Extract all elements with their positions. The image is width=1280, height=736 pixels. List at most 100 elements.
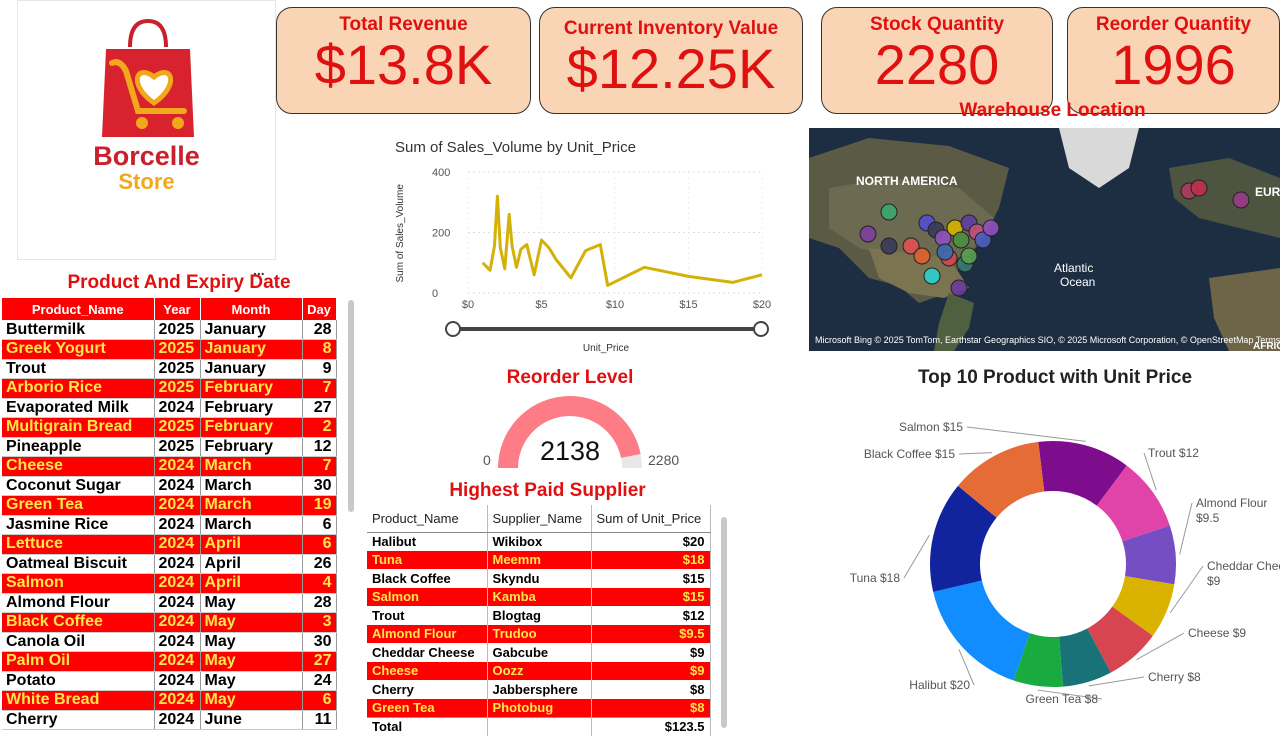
warehouse-marker[interactable] — [982, 219, 1000, 237]
warehouse-marker[interactable] — [902, 237, 920, 255]
cell-month: May — [200, 612, 303, 633]
column-header-price[interactable]: Sum of Unit_Price — [591, 505, 711, 533]
table-row[interactable]: Canola Oil 2024 May 30 — [2, 632, 337, 652]
cell-day: 28 — [302, 320, 337, 340]
table-row[interactable]: Tuna Meemm $18 — [367, 550, 711, 569]
table-row[interactable]: Cheese 2024 March 7 — [2, 456, 337, 477]
table-row[interactable]: Buttermilk 2025 January 28 — [2, 320, 337, 340]
table-row[interactable]: Trout Blogtag $12 — [367, 606, 711, 625]
table-row[interactable]: Almond Flour Trudoo $9.5 — [367, 624, 711, 643]
cell-product: Potato — [2, 671, 155, 691]
table-row[interactable]: Evaporated Milk 2024 February 27 — [2, 398, 337, 418]
donut-slice[interactable] — [1112, 576, 1175, 636]
kpi-label: Reorder Quantity — [1095, 14, 1252, 35]
table-row[interactable]: Green Tea Photobug $8 — [367, 698, 711, 717]
warehouse-marker[interactable] — [952, 231, 970, 249]
warehouse-marker[interactable] — [1190, 179, 1208, 197]
cell-price: $20 — [591, 532, 711, 551]
column-header-supplier[interactable]: Supplier_Name — [487, 505, 592, 533]
warehouse-marker[interactable] — [1232, 191, 1250, 209]
leader-line — [903, 534, 930, 579]
x-axis-label: Unit_Price — [583, 343, 630, 354]
map-label-north-america: NORTH AMERICA — [856, 174, 958, 188]
table-row[interactable]: Black Coffee Skyndu $15 — [367, 569, 711, 588]
warehouse-marker[interactable] — [936, 243, 954, 261]
donut-slice[interactable] — [933, 580, 1030, 681]
range-slider-max-handle[interactable] — [753, 321, 769, 337]
table-row[interactable]: Cherry 2024 June 11 — [2, 710, 337, 730]
supplier-table-scrollbar[interactable] — [721, 517, 727, 728]
table-row[interactable]: Palm Oil 2024 May 27 — [2, 651, 337, 672]
donut-slice[interactable] — [1013, 633, 1064, 687]
cell-month: May — [200, 593, 303, 613]
reorder-gauge — [498, 396, 642, 468]
gauge-value: 2138 — [539, 436, 601, 466]
cell-price: $9 — [591, 643, 711, 662]
cell-day: 27 — [302, 651, 337, 672]
slice-label: $9.5 — [1196, 511, 1220, 525]
brand-subname: Store — [118, 169, 175, 194]
table-row[interactable]: Pineapple 2025 February 12 — [2, 437, 337, 457]
cell-supplier: Jabbersphere — [487, 680, 592, 699]
donut-slice[interactable] — [1087, 606, 1153, 673]
warehouse-markers[interactable] — [809, 128, 1280, 351]
line-chart-title: Sum of Sales_Volume by Unit_Price — [395, 139, 636, 156]
warehouse-marker[interactable] — [960, 247, 978, 265]
donut-slice[interactable] — [957, 441, 1045, 518]
column-header-product[interactable]: Product_Name — [367, 505, 488, 533]
cell-month: March — [200, 495, 303, 516]
table-row[interactable]: Salmon Kamba $15 — [367, 587, 711, 606]
warehouse-marker[interactable] — [880, 203, 898, 221]
donut-slice[interactable] — [1038, 441, 1127, 506]
cell-year: 2025 — [154, 339, 201, 360]
leader-line — [1136, 632, 1185, 661]
warehouse-marker[interactable] — [950, 279, 968, 297]
table-row[interactable]: Trout 2025 January 9 — [2, 359, 337, 379]
column-header-product[interactable]: Product_Name — [2, 298, 155, 320]
cell-month: May — [200, 632, 303, 652]
table-row[interactable]: Lettuce 2024 April 6 — [2, 534, 337, 555]
cell-month: June — [200, 710, 303, 730]
table-row[interactable]: Greek Yogurt 2025 January 8 — [2, 339, 337, 360]
table-row[interactable]: Jasmine Rice 2024 March 6 — [2, 515, 337, 535]
table-row[interactable]: Coconut Sugar 2024 March 30 — [2, 476, 337, 496]
table-row[interactable]: Multigrain Bread 2025 February 2 — [2, 417, 337, 438]
warehouse-marker[interactable] — [974, 231, 992, 249]
map-attribution-text[interactable]: © 2025 TomTom, Earthstar Geographics SIO… — [874, 335, 1280, 345]
table-row[interactable]: Cheddar Cheese Gabcube $9 — [367, 643, 711, 662]
warehouse-map[interactable]: NORTH AMERICA Atlantic Ocean EURO AFRIC … — [809, 128, 1280, 351]
donut-slice[interactable] — [1122, 525, 1176, 585]
more-options-icon[interactable]: ... — [253, 262, 265, 278]
expiry-table-scrollbar[interactable] — [348, 300, 354, 512]
table-row[interactable]: Oatmeal Biscuit 2024 April 26 — [2, 554, 337, 574]
cell-price: $9 — [591, 661, 711, 680]
table-row[interactable]: Cherry Jabbersphere $8 — [367, 680, 711, 699]
column-header-year[interactable]: Year — [154, 298, 201, 320]
table-row[interactable]: Almond Flour 2024 May 28 — [2, 593, 337, 613]
table-row[interactable]: Arborio Rice 2025 February 7 — [2, 378, 337, 399]
warehouse-marker[interactable] — [859, 225, 877, 243]
warehouse-marker[interactable] — [880, 237, 898, 255]
column-header-day[interactable]: Day — [302, 298, 337, 320]
warehouse-marker[interactable] — [913, 247, 931, 265]
table-row[interactable]: Halibut Wikibox $20 — [367, 532, 711, 551]
donut-slice[interactable] — [1096, 465, 1170, 542]
cell-year: 2024 — [154, 476, 201, 496]
kpi-stock-quantity: Stock Quantity 2280 — [821, 7, 1053, 114]
table-row[interactable]: White Bread 2024 May 6 — [2, 690, 337, 711]
warehouse-marker[interactable] — [923, 267, 941, 285]
donut-slice[interactable] — [930, 485, 997, 592]
range-slider-min-handle[interactable] — [445, 321, 461, 337]
y-tick-label: 400 — [432, 167, 450, 179]
table-row[interactable]: Cheese Oozz $9 — [367, 661, 711, 680]
cell-product: Greek Yogurt — [2, 339, 155, 360]
shopping-bag-logo-icon — [102, 19, 194, 137]
table-row[interactable]: Potato 2024 May 24 — [2, 671, 337, 691]
map-attribution: Microsoft Bing © 2025 TomTom, Earthstar … — [815, 335, 1280, 345]
table-row[interactable]: Green Tea 2024 March 19 — [2, 495, 337, 516]
cell-product: Cheese — [2, 456, 155, 477]
table-row[interactable]: Black Coffee 2024 May 3 — [2, 612, 337, 633]
column-header-month[interactable]: Month — [200, 298, 303, 320]
donut-slice[interactable] — [1058, 628, 1111, 687]
table-row[interactable]: Salmon 2024 April 4 — [2, 573, 337, 594]
